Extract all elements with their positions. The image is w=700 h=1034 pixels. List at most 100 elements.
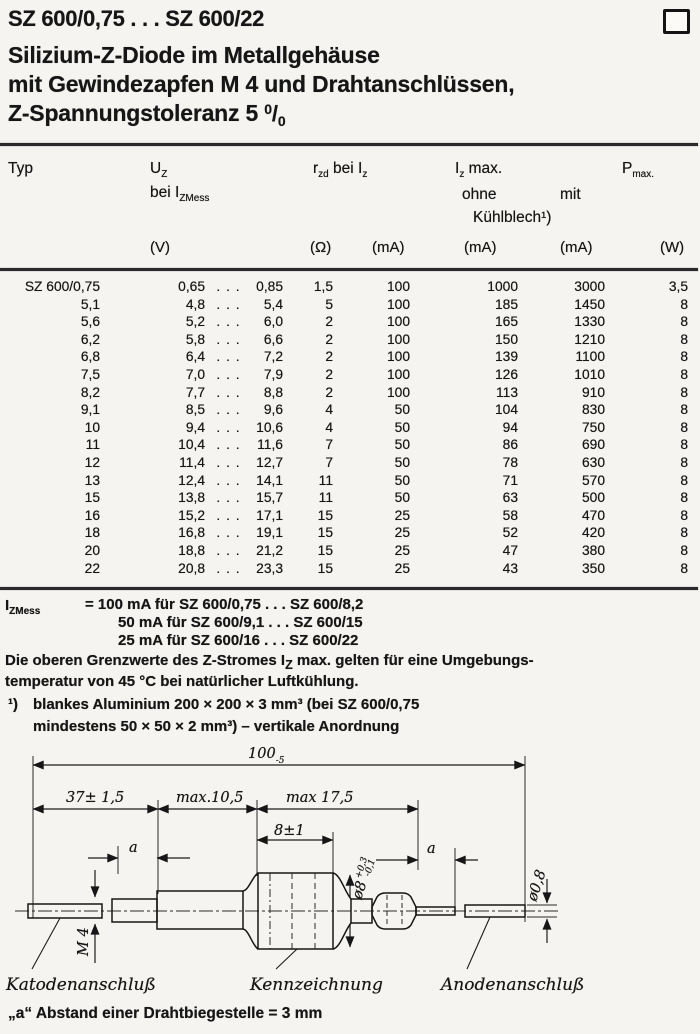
table-cell: 126 bbox=[494, 366, 518, 382]
table-cell: 47 bbox=[502, 542, 518, 558]
table-cell: 4 bbox=[325, 419, 333, 435]
dim-37: 37± 1,5 bbox=[66, 790, 124, 806]
table-cell: 5,4 bbox=[263, 296, 283, 312]
inner-detail-lines bbox=[269, 873, 403, 949]
table-cell: 1210 bbox=[574, 331, 605, 347]
leader-lines bbox=[31, 916, 491, 970]
table-cell: 8 bbox=[680, 472, 688, 488]
dim-a-right: a bbox=[427, 841, 436, 857]
table-cell: 12 bbox=[84, 454, 100, 470]
table-row: 22 20,8 . . . 23,3 15 25 43 350 8 bbox=[0, 560, 688, 578]
table-cell: 8 bbox=[680, 331, 688, 347]
table-cell: 23,3 bbox=[256, 560, 283, 576]
table-cell: 2 bbox=[325, 384, 333, 400]
table-cell: 15 bbox=[317, 507, 333, 523]
dim-m4: M 4 bbox=[76, 927, 92, 957]
table-cell: 3,5 bbox=[668, 279, 688, 294]
hex-body bbox=[156, 890, 244, 930]
table-row: SZ 600/0,75 0,65 . . . 0,85 1,5 100 1000 3000 3,… bbox=[0, 278, 688, 296]
anode-wire bbox=[464, 904, 526, 918]
table-cell: . . . bbox=[216, 331, 241, 347]
table-cell: 11 bbox=[318, 472, 333, 488]
table-cell: 8 bbox=[680, 560, 688, 576]
label-cathode: Katodenanschluß bbox=[5, 975, 156, 995]
table-row: 13 12,4 . . . 14,1 11 50 71 570 8 bbox=[0, 472, 688, 490]
table-row: 12 11,4 . . . 12,7 7 50 78 630 8 bbox=[0, 454, 688, 472]
table-cell: . . . bbox=[216, 384, 241, 400]
table-cell: 11,4 bbox=[179, 454, 205, 470]
table-cell: 9,6 bbox=[263, 402, 283, 418]
table-cell: 8,5 bbox=[185, 402, 205, 418]
diode-body bbox=[27, 872, 526, 950]
table-cell: 8 bbox=[680, 525, 688, 541]
unit-v: (V) bbox=[150, 239, 170, 256]
unit-w: (W) bbox=[660, 239, 685, 256]
table-cell: 6,6 bbox=[263, 331, 283, 347]
table-cell: 113 bbox=[496, 384, 518, 400]
cathode-wire bbox=[27, 903, 103, 919]
izmess-line-1: = 100 mA für SZ 600/0,75 . . . SZ 600/8,… bbox=[85, 596, 364, 613]
table-row: 11 10,4 . . . 11,6 7 50 86 690 8 bbox=[0, 436, 688, 454]
divider-top bbox=[0, 143, 698, 146]
table-cell: 9,4 bbox=[185, 419, 205, 435]
table-cell: 25 bbox=[394, 542, 410, 558]
table-cell: 690 bbox=[581, 437, 605, 453]
table-cell: 25 bbox=[394, 525, 410, 541]
table-cell: . . . bbox=[216, 366, 241, 382]
col-header-kuehlblech: Kühlblech¹) bbox=[473, 209, 552, 226]
table-cell: 5,6 bbox=[80, 314, 100, 330]
table-cell: 10,4 bbox=[178, 437, 205, 453]
table-cell: . . . bbox=[216, 419, 241, 435]
dim-max-17-5: max 17,5 bbox=[286, 790, 353, 806]
table-cell: 12,4 bbox=[178, 472, 205, 488]
table-cell: 500 bbox=[581, 490, 605, 506]
anode-wire-inner bbox=[415, 906, 456, 916]
table-cell: 15 bbox=[317, 525, 333, 541]
table-cell: 50 bbox=[394, 472, 410, 488]
table-cell: 14,1 bbox=[256, 472, 283, 488]
table-cell: 2 bbox=[325, 314, 333, 330]
table-cell: 100 bbox=[386, 349, 410, 365]
table-cell: 15 bbox=[317, 542, 333, 558]
table-cell: . . . bbox=[216, 279, 241, 294]
izmess-symbol: IZMess bbox=[5, 597, 41, 617]
table-cell: 1450 bbox=[574, 296, 605, 312]
table-cell: 8 bbox=[680, 490, 688, 506]
table-cell: 8 bbox=[680, 437, 688, 453]
col-header-pmax: Pmax. bbox=[622, 160, 655, 181]
table-cell: 43 bbox=[502, 560, 518, 576]
table-cell: 7,9 bbox=[263, 366, 283, 382]
dim-overall-length: 100-5 bbox=[248, 746, 285, 766]
table-row: 6,8 6,4 . . . 7,2 2 100 139 1100 8 bbox=[0, 348, 688, 366]
table-cell: 22 bbox=[84, 560, 100, 576]
table-cell: 63 bbox=[502, 490, 518, 506]
table-cell: 16 bbox=[84, 507, 100, 523]
table-row: 15 13,8 . . . 15,7 11 50 63 500 8 bbox=[0, 489, 688, 507]
table-cell: 11,6 bbox=[257, 437, 283, 453]
table-cell: 750 bbox=[581, 419, 605, 435]
table-cell: 4 bbox=[325, 402, 333, 418]
table-cell: 7 bbox=[325, 454, 333, 470]
taper-bottom bbox=[332, 922, 352, 950]
footnote-line-1: blankes Aluminium 200 × 200 × 3 mm³ (bei… bbox=[33, 696, 420, 713]
table-cell: 15,7 bbox=[256, 490, 283, 506]
subtitle-line-2: mit Gewindezapfen M 4 und Drahtanschlüss… bbox=[8, 71, 515, 97]
taper-top bbox=[332, 872, 352, 900]
table-cell: 19,1 bbox=[256, 525, 283, 541]
table-cell: 7 bbox=[325, 437, 333, 453]
table-cell: 7,5 bbox=[80, 366, 100, 382]
table-cell: . . . bbox=[216, 314, 241, 330]
table-cell: . . . bbox=[216, 525, 241, 541]
table-cell: 20,8 bbox=[178, 560, 205, 576]
wire-bend-note: „a“ Abstand einer Drahtbiegestelle = 3 m… bbox=[8, 1005, 323, 1022]
table-cell: . . . bbox=[216, 349, 241, 365]
table-cell: 71 bbox=[502, 472, 518, 488]
table-cell: 50 bbox=[394, 454, 410, 470]
izmess-line-3: 25 mA für SZ 600/16 . . . SZ 600/22 bbox=[118, 632, 359, 649]
table-cell: . . . bbox=[216, 507, 241, 523]
table-cell: 8 bbox=[680, 296, 688, 312]
corner-checkbox bbox=[663, 9, 690, 34]
table-cell: 20 bbox=[84, 542, 100, 558]
table-cell: . . . bbox=[216, 542, 241, 558]
